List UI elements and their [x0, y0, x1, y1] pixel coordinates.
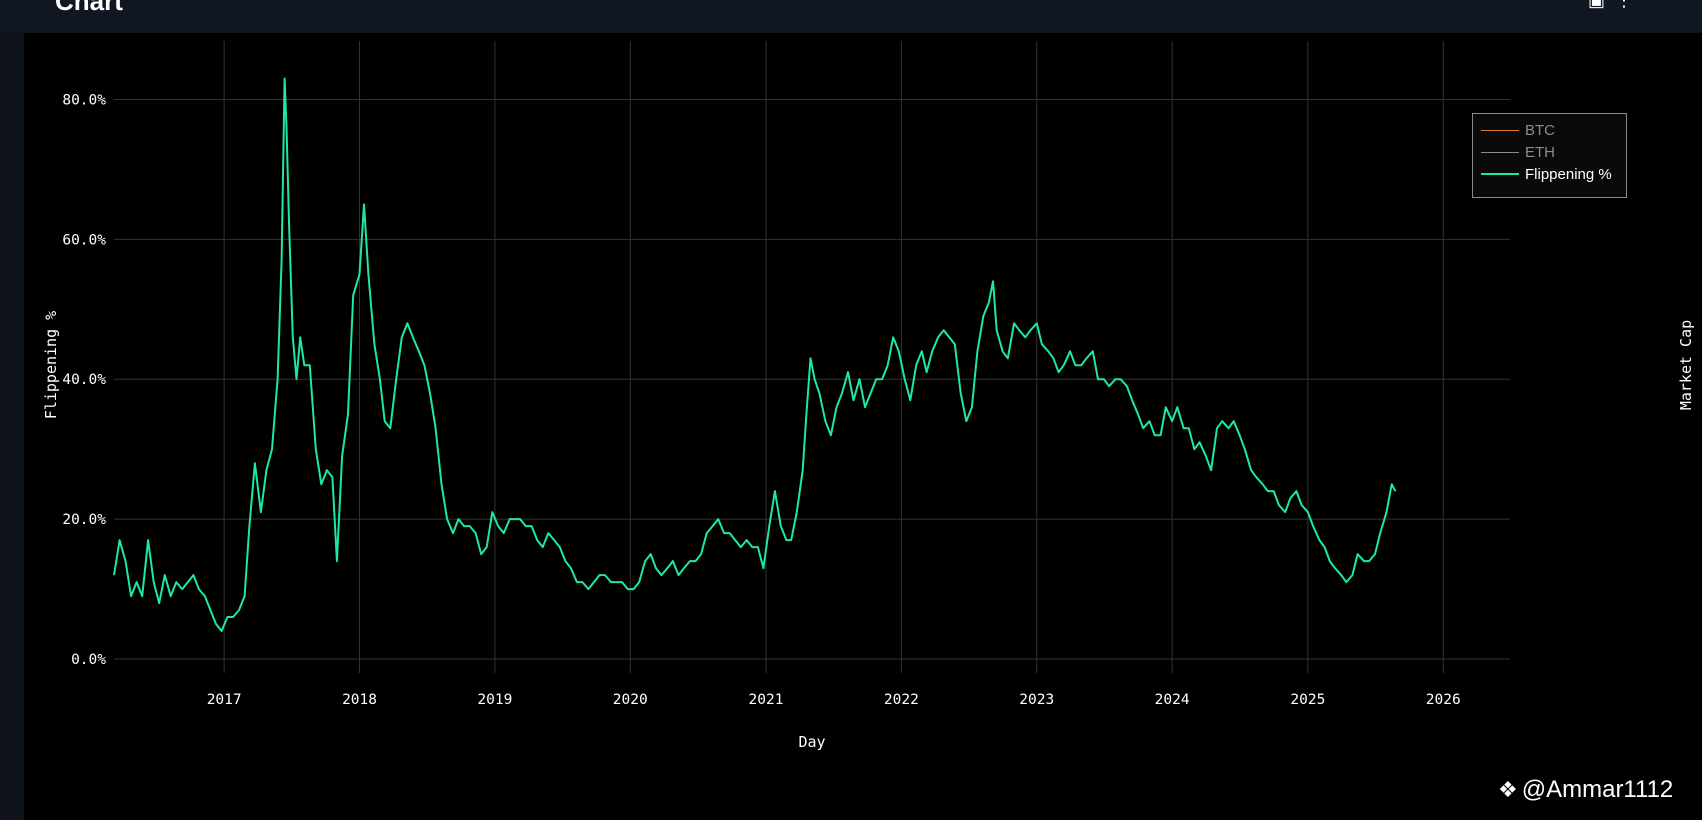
x-tick-label: 2018: [342, 692, 377, 708]
y-axis-title: Flippening %: [42, 311, 60, 419]
watermark-text: @Ammar1112: [1521, 776, 1674, 803]
legend-label-eth: ETH: [1525, 143, 1555, 161]
x-axis-title: Day: [798, 733, 825, 751]
flippening-chart: 0.0% 20.0% 40.0% 60.0% 80.0% 2017 2018 2019 2020…: [42, 41, 1695, 751]
x-tick-label: 2022: [884, 692, 919, 708]
x-tick-label: 2017: [207, 692, 242, 708]
legend-swatch-flippening: [1481, 173, 1519, 175]
legend-item-flippening[interactable]: Flippening %: [1481, 164, 1612, 184]
x-tick-label: 2023: [1019, 692, 1054, 708]
series-line-flippening[interactable]: [113, 77, 1397, 632]
y2-axis-title: Market Cap: [1677, 320, 1695, 410]
more-icon[interactable]: ⋮: [1615, 0, 1644, 11]
x-tick-label: 2026: [1426, 692, 1461, 708]
legend-item-btc[interactable]: BTC: [1481, 120, 1555, 140]
x-tick-label: 2019: [477, 692, 512, 708]
chart-panel: 0.0% 20.0% 40.0% 60.0% 80.0% 2017 2018 2019 2020…: [24, 33, 1702, 820]
y-tick-label: 40.0%: [62, 372, 106, 388]
watermark: ❖ @Ammar1112: [1498, 776, 1673, 804]
chart-header: Chart ▣⋮: [0, 0, 1702, 32]
chart-header-title: Chart: [55, 0, 123, 16]
legend-swatch-eth: [1481, 151, 1519, 153]
x-tick-label: 2025: [1290, 692, 1325, 708]
binance-logo-icon: ❖: [1498, 777, 1518, 802]
header-toolbar: ▣⋮: [1588, 0, 1643, 11]
x-tick-label: 2024: [1155, 692, 1190, 708]
legend-item-eth[interactable]: ETH: [1481, 142, 1555, 162]
legend-swatch-btc: [1481, 129, 1519, 131]
x-tick-label: 2021: [749, 692, 784, 708]
chart-legend: BTC ETH Flippening %: [1472, 113, 1627, 198]
y-tick-label: 20.0%: [62, 512, 106, 528]
y-tick-label: 80.0%: [62, 92, 106, 108]
x-tick-label: 2020: [613, 692, 648, 708]
legend-label-flippening: Flippening %: [1525, 165, 1612, 183]
y-tick-label: 60.0%: [62, 232, 106, 248]
camera-icon[interactable]: ▣: [1588, 0, 1616, 11]
y-tick-label: 0.0%: [71, 652, 106, 668]
legend-label-btc: BTC: [1525, 121, 1555, 139]
